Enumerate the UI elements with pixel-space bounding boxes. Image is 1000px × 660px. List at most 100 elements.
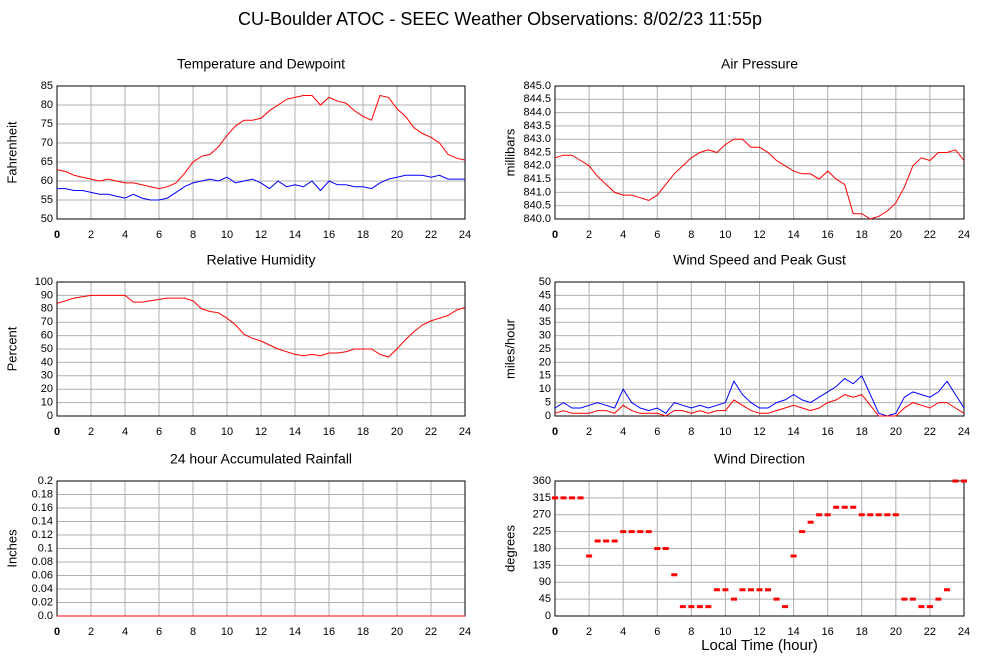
y-tick-label: 0.2 [38,475,53,487]
y-tick-label: 70 [41,137,53,149]
x-tick-label: 14 [289,426,301,438]
y-tick-label: 80 [41,303,53,315]
y-tick-label: 843.0 [523,133,551,145]
point [901,597,908,601]
x-tick-label: 10 [221,426,233,438]
point [782,605,789,609]
point [790,554,797,558]
x-tick-label: 10 [719,626,731,638]
x-tick-label: 4 [122,626,128,638]
x-tick-label: 20 [391,229,403,241]
y-tick-label: 841.5 [523,173,551,185]
y-tick-label: 842.5 [523,146,551,158]
y-tick-label: 15 [539,370,551,382]
point [577,496,584,500]
point [807,520,814,524]
series-line [57,174,465,201]
x-tick-label: 14 [787,229,799,241]
y-axis-label: degrees [502,525,517,572]
plot-frame [56,85,466,220]
point [705,605,712,609]
y-tick-label: 50 [41,343,53,355]
y-axis-label: miles/hour [502,318,517,379]
y-tick-label: 841.0 [523,186,551,198]
y-tick-label: 270 [533,509,551,521]
point [722,588,729,592]
x-tick-label: 8 [190,626,196,638]
y-tick-label: 225 [533,526,551,538]
x-tick-label: 6 [156,229,162,241]
plot-frame [554,281,965,417]
x-tick-label: 24 [459,426,471,438]
point [552,496,558,500]
panel-title: Temperature and Dewpoint [177,56,345,72]
point [918,605,925,609]
point [841,505,848,509]
x-tick-label: 22 [425,426,437,438]
x-tick-label: 20 [391,426,403,438]
x-tick-label: 2 [586,426,592,438]
x-tick-label: 2 [586,229,592,241]
point [773,597,780,601]
point [875,513,882,517]
point [926,605,933,609]
x-tick-label: 0 [54,229,60,241]
x-tick-label: 8 [688,626,694,638]
y-tick-label: 65 [41,156,53,168]
y-tick-label: 90 [41,289,53,301]
series-line [56,294,466,358]
point [943,588,950,592]
y-tick-label: 20 [539,356,551,368]
y-tick-label: 840.5 [523,200,551,212]
plot-frame [56,281,466,417]
point [961,479,967,483]
point [850,505,857,509]
y-tick-label: 70 [41,316,53,328]
x-tick-label: 0 [552,626,558,638]
y-tick-label: 0 [545,610,551,622]
plot-frame [554,480,965,617]
x-tick-label: 22 [425,626,437,638]
x-tick-label: 12 [255,626,267,638]
x-tick-label: 6 [654,426,660,438]
y-tick-label: 0.12 [32,529,53,541]
y-tick-label: 60 [41,330,53,342]
x-tick-label: 22 [924,229,936,241]
point [637,530,644,534]
y-tick-label: 0.0 [38,610,53,622]
y-tick-label: 50 [41,213,53,225]
point [594,539,601,543]
x-tick-label: 16 [323,626,335,638]
point [867,513,874,517]
panel-title: Relative Humidity [207,252,316,268]
x-tick-label: 20 [890,626,902,638]
y-tick-label: 135 [533,559,551,571]
y-axis-label: Inches [4,529,19,568]
x-tick-label: 24 [958,626,970,638]
y-tick-label: 0.18 [32,488,53,500]
x-tick-label: 22 [425,229,437,241]
point [730,597,737,601]
x-tick-label: 12 [753,229,765,241]
y-tick-label: 30 [539,330,551,342]
y-tick-label: 90 [539,576,551,588]
x-tick-label: 22 [924,626,936,638]
x-tick-label: 0 [54,626,60,638]
y-tick-label: 85 [41,80,53,92]
point [654,547,661,550]
point [688,605,695,609]
y-tick-label: 30 [41,370,53,382]
y-tick-label: 45 [539,593,551,605]
x-tick-label: 4 [122,229,128,241]
y-axis-label: millibars [502,128,517,176]
y-tick-label: 40 [41,356,53,368]
y-tick-label: 0.14 [32,515,53,527]
x-tick-label: 20 [890,229,902,241]
point [560,496,567,500]
point [833,505,840,509]
x-tick-label: 2 [586,626,592,638]
point [569,496,576,500]
point [603,539,610,543]
